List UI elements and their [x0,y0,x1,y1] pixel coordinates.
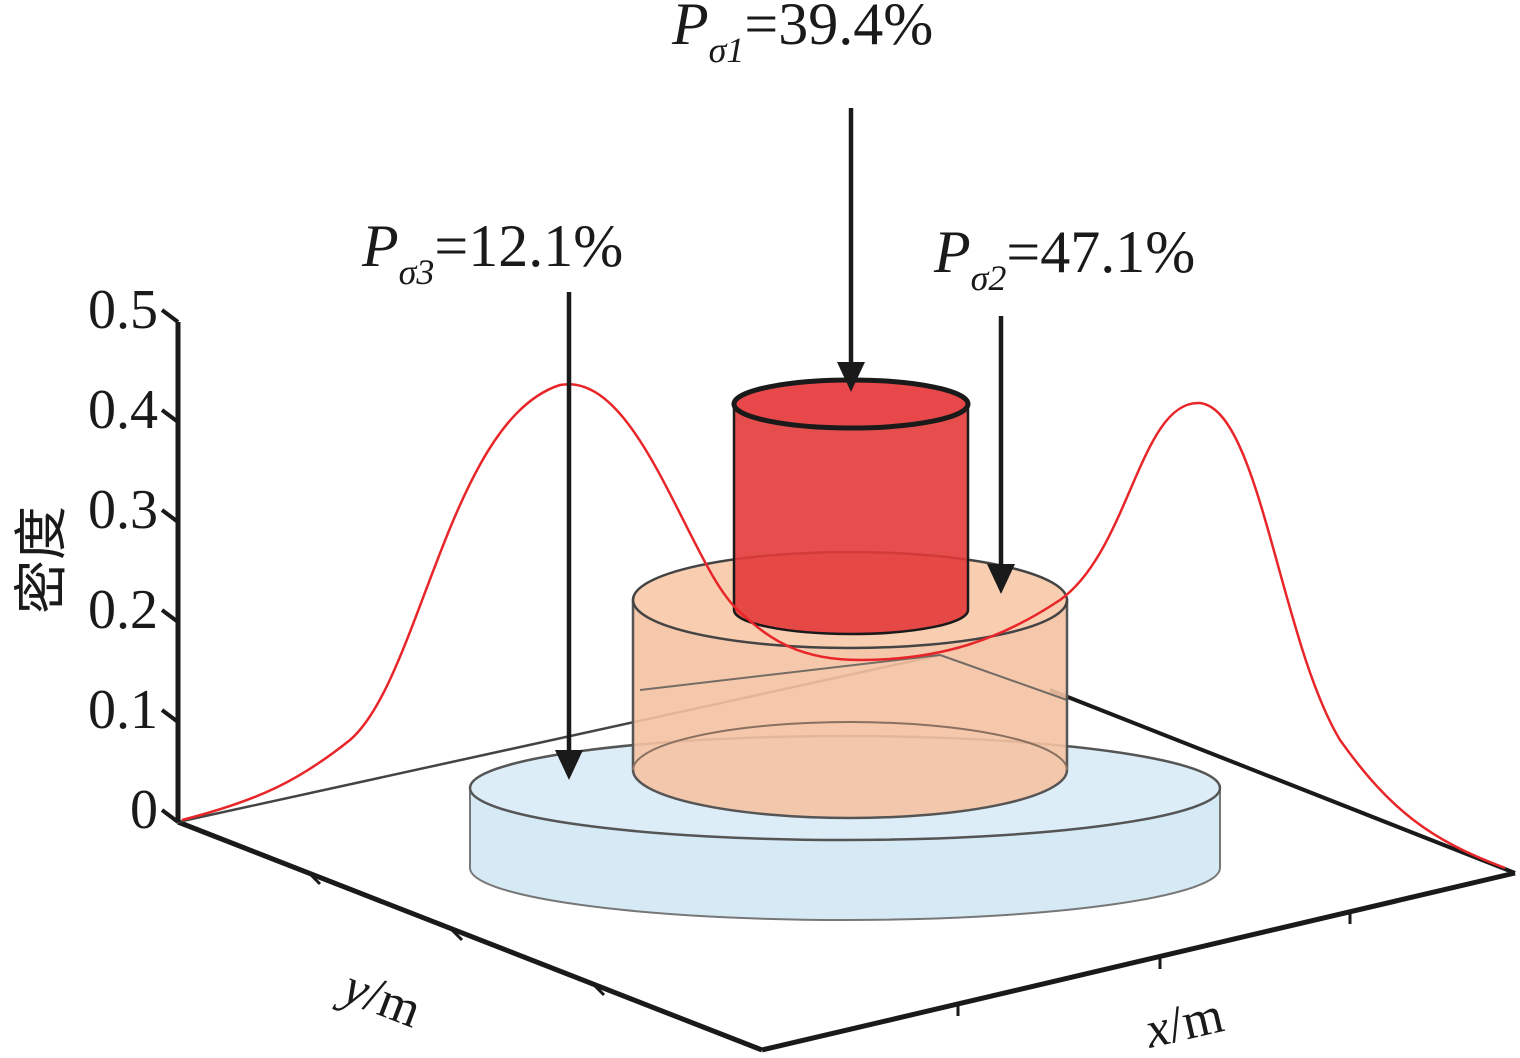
annotation-sigma3-subscript: σ3 [399,252,435,292]
density-tick-labels: 0 0.1 0.2 0.3 0.4 0.5 [88,279,158,841]
inner-cylinder [731,377,971,636]
density-tick-label-3: 0.3 [88,479,158,541]
annotation-sigma2-subscript: σ2 [971,258,1007,298]
y-axis-line [177,819,763,1053]
annotation-sigma1: Pσ1=39.4% [671,0,933,70]
annotation-sigma3-value: =12.1% [434,213,623,279]
middle-cylinder-side [631,598,1069,820]
annotation-sigma1-value: =39.4% [744,0,933,57]
annotation-sigma2: Pσ2=47.1% [933,219,1195,298]
density-tick-label-0: 0 [130,779,158,841]
arrow-sigma1-head [837,362,865,392]
density-tick-0 [160,808,180,824]
density-tick-5 [160,308,180,324]
back-edge-right [1049,688,1516,875]
x-axis-label: x/m [1139,987,1229,1058]
projection-line [639,654,941,691]
annotation-sigma3: Pσ3=12.1% [361,213,623,292]
arrows [555,108,1015,780]
projection-lines [639,654,1068,701]
annotation-sigma2-symbol: P [933,219,971,285]
y-axis-label: y/m [331,956,429,1039]
y-tick [306,870,322,886]
annotation-sigma1-symbol: P [671,0,709,57]
x-axis-label-unit: /m [1162,987,1228,1055]
density-tick-1 [160,708,180,724]
density-tick-label-2: 0.2 [88,579,158,641]
density-tick-label-1: 0.1 [88,679,158,741]
density-tick-3 [160,508,180,524]
density-tick-4 [160,408,180,424]
annotation-sigma1-subscript: σ1 [709,30,745,70]
density-axis [160,308,181,824]
annotation-sigma3-symbol: P [361,213,399,279]
annotation-sigma2-value: =47.1% [1006,219,1195,285]
projection-line [939,654,1068,701]
density-tick-2 [160,608,180,624]
arrow-sigma2-head [987,564,1015,594]
middle-cylinder-bottom-back [632,721,1068,771]
x-axis-line [761,870,1516,1053]
arrow-sigma3-head [555,750,583,780]
base-axes [177,653,1516,1053]
y-tick [590,981,606,997]
inner-cylinder-side [732,402,970,636]
density-curve [181,383,1506,870]
density-tick-label-4: 0.4 [88,379,158,441]
density-axis-label: 密度 [12,506,72,614]
y-tick [448,926,464,942]
density-tick-label-5: 0.5 [88,279,158,341]
